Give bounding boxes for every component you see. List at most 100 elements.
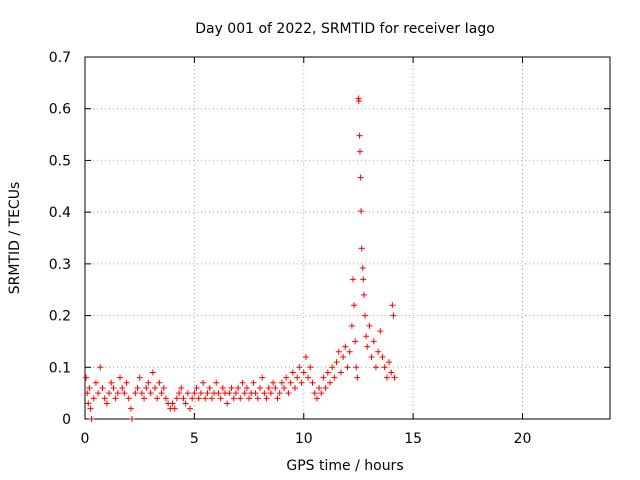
data-point bbox=[208, 395, 215, 402]
data-point bbox=[344, 364, 351, 371]
data-point bbox=[178, 384, 185, 391]
data-point bbox=[389, 302, 396, 309]
data-point bbox=[202, 395, 209, 402]
data-point bbox=[184, 390, 191, 397]
data-point bbox=[84, 390, 91, 397]
data-point bbox=[348, 322, 355, 329]
x-axis-label: GPS time / hours bbox=[286, 458, 403, 474]
data-point bbox=[108, 379, 115, 386]
data-point bbox=[337, 369, 344, 376]
data-point bbox=[143, 384, 150, 391]
data-point bbox=[386, 359, 393, 366]
data-point bbox=[346, 348, 353, 355]
data-point bbox=[85, 400, 92, 407]
y-tick-label: 0 bbox=[62, 412, 71, 428]
data-point bbox=[136, 374, 143, 381]
data-point bbox=[90, 395, 97, 402]
data-point bbox=[95, 390, 102, 397]
data-point bbox=[87, 405, 94, 412]
data-point bbox=[152, 384, 158, 391]
data-point bbox=[182, 400, 189, 407]
data-point bbox=[101, 395, 108, 402]
data-point bbox=[160, 384, 167, 391]
data-point bbox=[300, 369, 307, 376]
data-point bbox=[313, 395, 320, 402]
data-point bbox=[360, 276, 367, 283]
data-point bbox=[363, 333, 370, 340]
data-point bbox=[259, 374, 266, 381]
data-point bbox=[324, 369, 331, 376]
y-tick-label: 0.2 bbox=[49, 309, 71, 325]
data-point bbox=[352, 338, 359, 345]
data-point bbox=[171, 405, 178, 412]
data-point bbox=[377, 328, 384, 335]
data-point bbox=[281, 384, 288, 391]
data-point bbox=[180, 395, 187, 402]
data-point bbox=[305, 374, 312, 381]
data-point bbox=[123, 379, 130, 386]
y-tick-label: 0.1 bbox=[49, 360, 71, 376]
data-point bbox=[173, 395, 180, 402]
data-point bbox=[235, 384, 242, 391]
data-point bbox=[254, 395, 261, 402]
data-point bbox=[302, 353, 309, 360]
axis-ticks: 0 5 10 15 20 0 0.1 0.2 0.3 0.4 0.5 0.6 0.7 bbox=[49, 50, 610, 447]
data-point bbox=[228, 384, 235, 391]
data-point bbox=[333, 359, 340, 366]
data-point bbox=[97, 364, 104, 371]
data-point bbox=[285, 390, 292, 397]
data-point bbox=[309, 379, 316, 386]
data-point bbox=[215, 390, 222, 397]
data-point bbox=[86, 384, 93, 391]
data-point bbox=[342, 343, 349, 350]
data-point bbox=[298, 379, 305, 386]
data-point bbox=[366, 322, 373, 329]
data-point bbox=[265, 384, 272, 391]
data-point bbox=[200, 379, 207, 386]
y-tick-label: 0.5 bbox=[49, 153, 71, 169]
data-point bbox=[349, 276, 356, 283]
data-point bbox=[158, 390, 165, 397]
data-point bbox=[119, 384, 126, 391]
y-tick-label: 0.4 bbox=[49, 205, 71, 221]
data-point bbox=[358, 208, 365, 215]
data-point bbox=[360, 291, 367, 298]
data-point bbox=[362, 312, 368, 319]
data-point bbox=[272, 384, 279, 391]
data-point bbox=[134, 384, 141, 391]
x-tick-label: 15 bbox=[404, 431, 422, 447]
data-point bbox=[147, 390, 154, 397]
data-point bbox=[112, 395, 119, 402]
data-point bbox=[224, 400, 231, 407]
data-point bbox=[364, 343, 371, 350]
data-point bbox=[356, 132, 363, 139]
data-point bbox=[156, 379, 163, 386]
data-point bbox=[379, 353, 386, 360]
data-point bbox=[267, 390, 274, 397]
data-point bbox=[331, 374, 338, 381]
data-point bbox=[239, 379, 246, 386]
data-point bbox=[162, 395, 169, 402]
data-point bbox=[132, 390, 139, 397]
data-point bbox=[322, 384, 329, 391]
data-point bbox=[217, 395, 224, 402]
data-point bbox=[250, 379, 257, 386]
data-point bbox=[117, 374, 123, 381]
data-point bbox=[292, 384, 298, 391]
data-point bbox=[351, 302, 358, 309]
data-point bbox=[311, 390, 318, 397]
data-point bbox=[391, 374, 398, 381]
data-point bbox=[226, 390, 233, 397]
data-point bbox=[121, 390, 128, 397]
y-axis-label: SRMTID / TECUs bbox=[7, 182, 23, 295]
data-point bbox=[320, 374, 327, 381]
data-point bbox=[358, 245, 365, 252]
data-point bbox=[375, 348, 382, 355]
data-point bbox=[138, 390, 145, 397]
data-point bbox=[145, 379, 152, 386]
data-point bbox=[294, 374, 301, 381]
data-point bbox=[329, 364, 336, 371]
data-point bbox=[92, 379, 99, 386]
data-point bbox=[327, 379, 333, 386]
